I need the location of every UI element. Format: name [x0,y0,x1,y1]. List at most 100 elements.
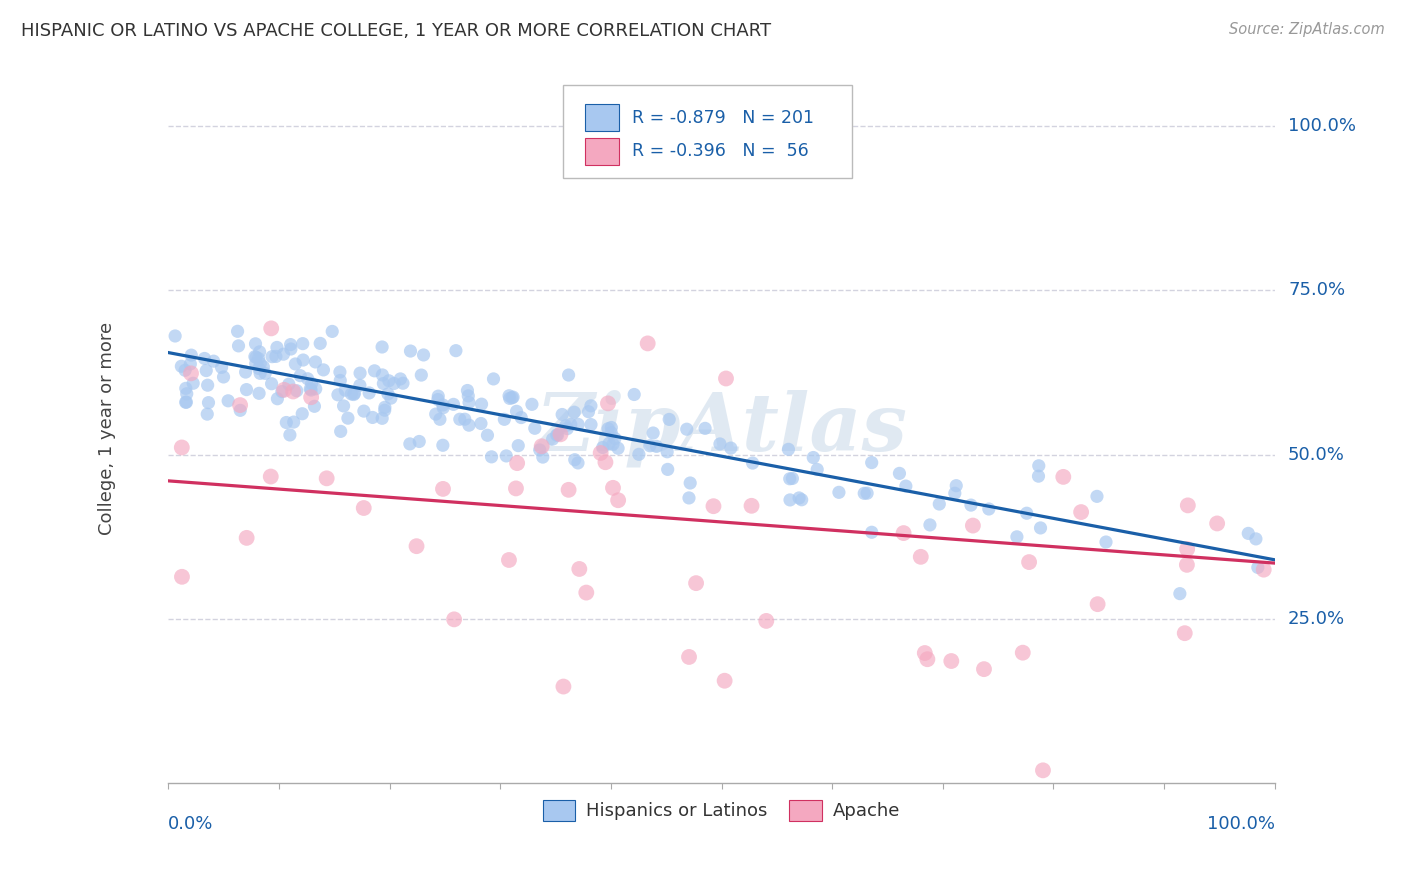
Point [568,562,591,576]
Point [343,386,366,401]
Legend: Hispanics or Latinos, Apache: Hispanics or Latinos, Apache [536,792,907,828]
Point [170,570,193,584]
Point [280,337,302,351]
Point [510,410,533,425]
Point [270,384,292,399]
Point [427,389,450,403]
Point [709,437,731,451]
Point [170,441,193,455]
Point [249,344,271,359]
Point [557,368,579,382]
Point [928,497,950,511]
Point [1206,516,1229,531]
Point [553,680,575,694]
Point [943,486,966,500]
Point [276,416,298,430]
Point [520,397,543,411]
Point [195,363,218,377]
Point [914,646,936,660]
Point [252,359,274,374]
Point [894,479,917,493]
Point [501,391,523,405]
Point [714,371,737,385]
Point [893,526,915,541]
Point [693,421,716,435]
Point [645,439,668,453]
Point [755,614,778,628]
Point [828,485,851,500]
Point [304,355,326,369]
Point [454,412,477,426]
Point [679,475,702,490]
Point [399,437,422,451]
Point [329,374,352,388]
Point [426,392,449,407]
Point [637,336,659,351]
Point [1253,563,1275,577]
Point [575,585,598,599]
Point [457,389,479,403]
Point [502,390,524,404]
Point [596,396,619,410]
Point [343,387,366,401]
Point [498,389,520,403]
Point [377,387,399,401]
Point [505,482,527,496]
Point [180,367,202,381]
Point [678,649,700,664]
Point [547,428,569,442]
Point [174,363,197,377]
Point [329,365,352,379]
Point [245,351,267,365]
Point [589,446,612,460]
Point [779,492,801,507]
Point [787,491,810,505]
Point [349,366,371,380]
Point [174,395,197,409]
FancyBboxPatch shape [585,137,619,165]
Point [335,383,357,397]
Point [301,376,323,391]
Point [1018,555,1040,569]
Point [702,499,724,513]
Point [658,412,681,426]
Point [211,360,233,375]
Point [336,411,359,425]
Point [292,353,315,368]
Point [1070,505,1092,519]
Point [247,386,270,401]
Point [541,432,564,446]
Point [226,324,249,338]
Point [371,368,394,382]
Point [235,365,257,379]
Point [193,351,215,366]
Point [1028,458,1050,473]
Point [1168,587,1191,601]
Point [247,351,270,366]
Point [782,471,804,485]
FancyBboxPatch shape [585,104,619,131]
Point [557,483,579,497]
Point [266,392,288,406]
Point [179,357,201,371]
Point [1029,521,1052,535]
Point [638,439,661,453]
Point [498,553,520,567]
Point [592,441,614,455]
Text: HISPANIC OR LATINO VS APACHE COLLEGE, 1 YEAR OR MORE CORRELATION CHART: HISPANIC OR LATINO VS APACHE COLLEGE, 1 … [21,22,772,40]
Point [411,368,433,382]
Point [217,393,239,408]
Point [1095,535,1118,549]
Point [470,417,492,431]
Point [602,481,624,495]
Point [235,383,257,397]
Point [741,456,763,470]
Point [380,391,402,405]
Point [309,336,332,351]
Point [1032,764,1054,778]
Point [531,450,554,464]
Point [229,398,252,412]
Text: 75.0%: 75.0% [1288,281,1346,299]
Text: R = -0.879   N = 201: R = -0.879 N = 201 [631,109,814,127]
Point [530,439,553,453]
